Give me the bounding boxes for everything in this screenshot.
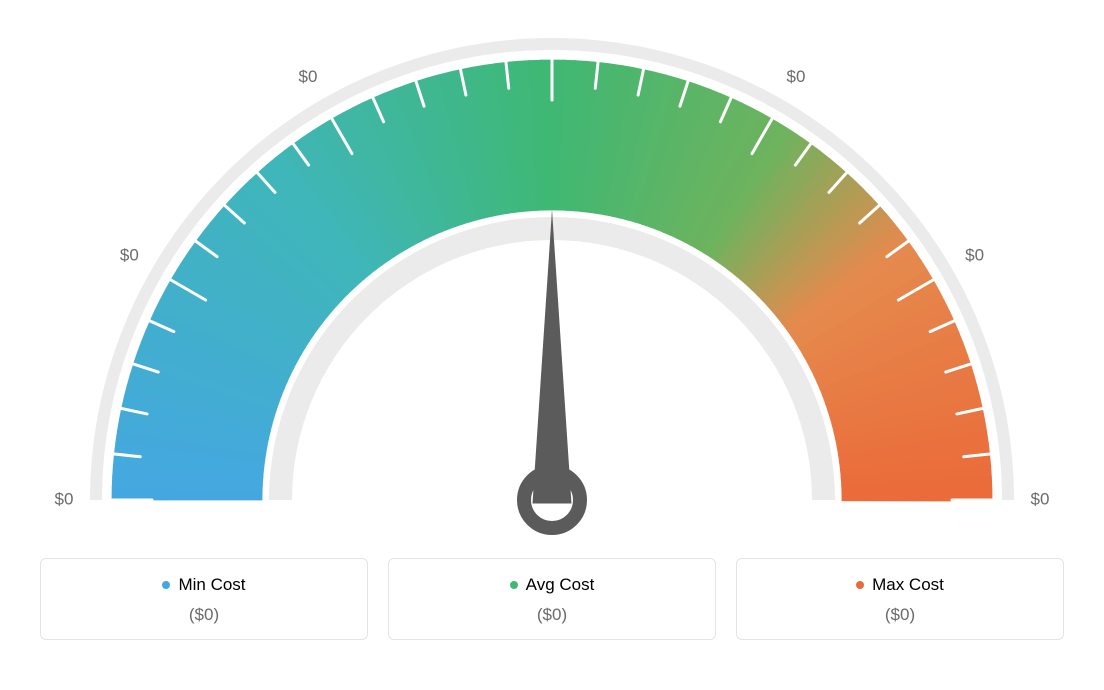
legend-label-min: Min Cost: [162, 575, 245, 595]
gauge-svg: $0$0$0$0$0$0$0: [40, 20, 1064, 540]
legend-label-text: Min Cost: [178, 575, 245, 595]
legend-card-min: Min Cost ($0): [40, 558, 368, 640]
legend-dot-max: [856, 581, 864, 589]
gauge-tick-label: $0: [55, 489, 74, 508]
legend-label-text: Avg Cost: [526, 575, 595, 595]
legend-value-max: ($0): [749, 605, 1051, 625]
legend-card-max: Max Cost ($0): [736, 558, 1064, 640]
legend-label-avg: Avg Cost: [510, 575, 595, 595]
legend-row: Min Cost ($0) Avg Cost ($0) Max Cost ($0…: [40, 558, 1064, 640]
gauge-chart: $0$0$0$0$0$0$0: [40, 20, 1064, 540]
gauge-tick-label: $0: [787, 67, 806, 86]
gauge-tick-label: $0: [1031, 489, 1050, 508]
gauge-tick-label: $0: [120, 245, 139, 264]
legend-card-avg: Avg Cost ($0): [388, 558, 716, 640]
legend-label-text: Max Cost: [872, 575, 944, 595]
legend-dot-avg: [510, 581, 518, 589]
legend-value-min: ($0): [53, 605, 355, 625]
gauge-tick-label: $0: [965, 245, 984, 264]
gauge-tick-label: $0: [299, 67, 318, 86]
legend-value-avg: ($0): [401, 605, 703, 625]
legend-label-max: Max Cost: [856, 575, 944, 595]
legend-dot-min: [162, 581, 170, 589]
